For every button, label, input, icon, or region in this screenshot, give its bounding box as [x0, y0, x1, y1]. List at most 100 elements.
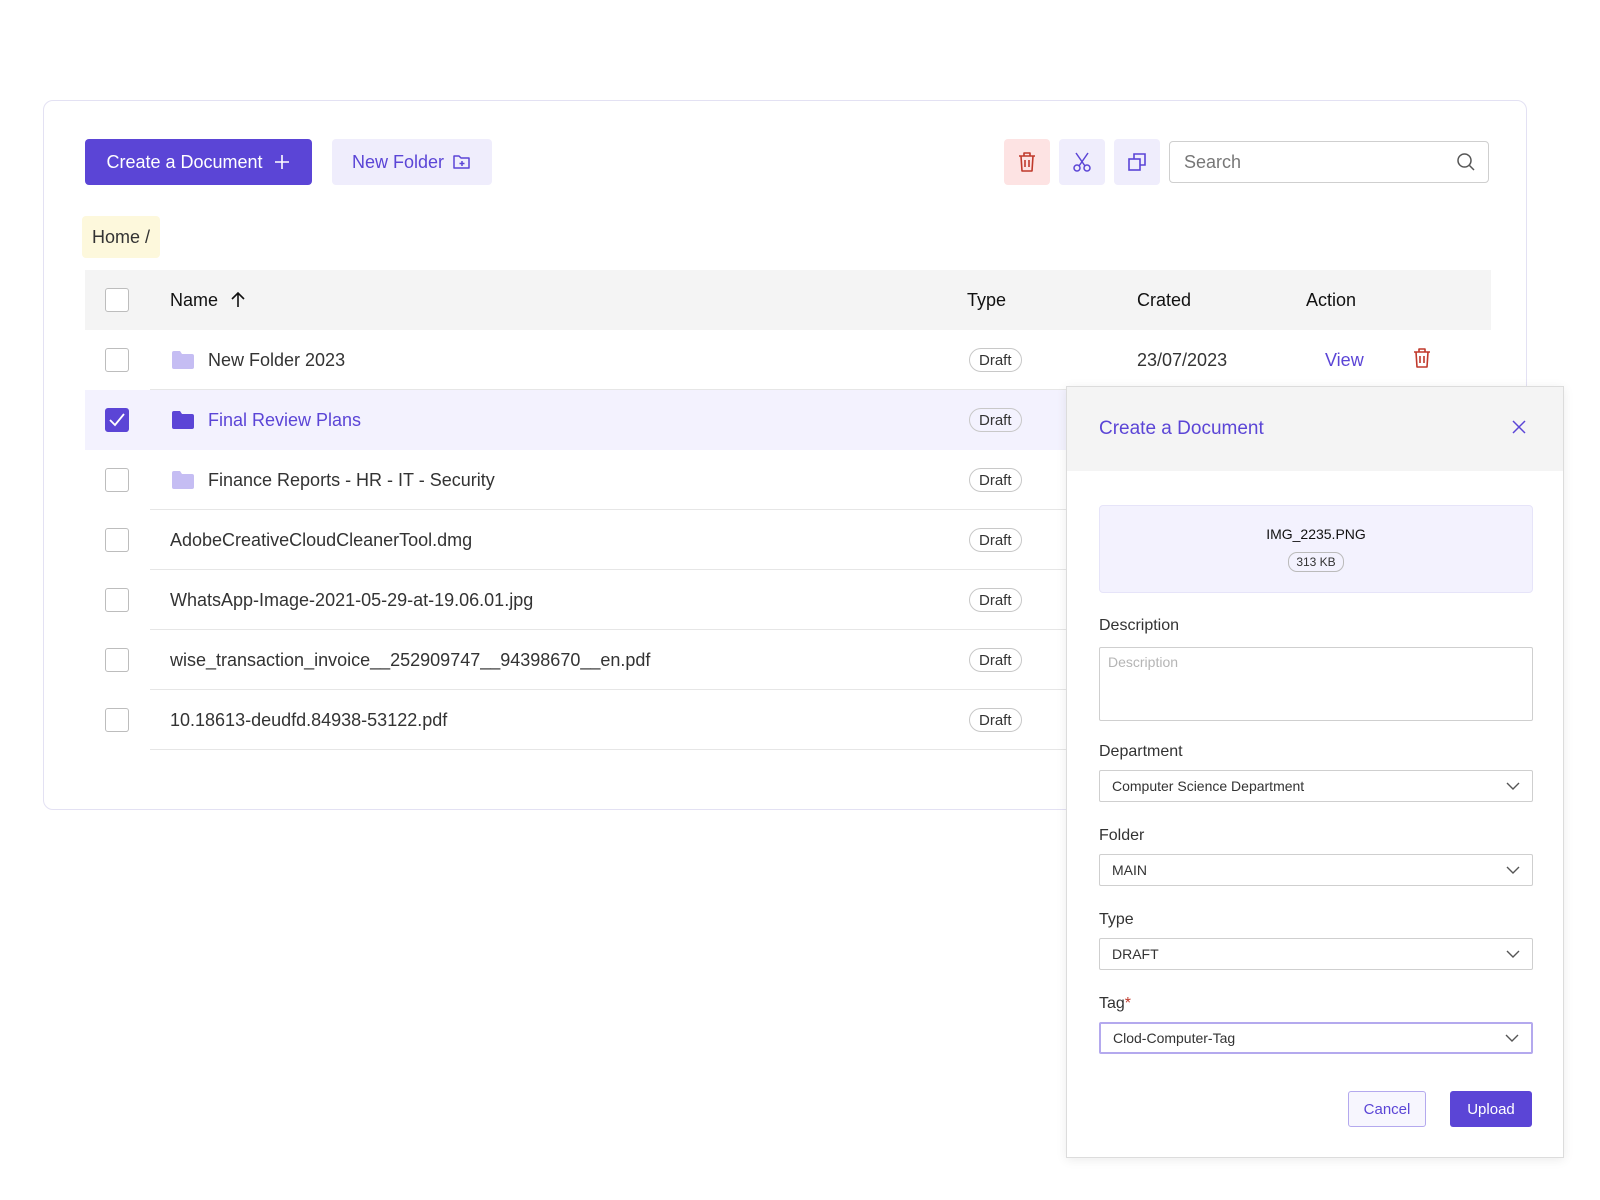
row-checkbox[interactable]	[105, 528, 129, 552]
new-folder-button[interactable]: New Folder	[332, 139, 492, 185]
select-all-checkbox[interactable]	[105, 288, 129, 312]
file-size-badge: 313 KB	[1288, 552, 1344, 572]
tag-value: Clod-Computer-Tag	[1113, 1030, 1236, 1046]
type-header-label: Type	[967, 289, 1007, 310]
new-folder-label: New Folder	[351, 151, 445, 172]
status-badge: Draft	[969, 468, 1022, 492]
row-divider	[150, 569, 1491, 570]
create-document-modal: Create a Document IMG_2235.PNG 313 KB De…	[1066, 386, 1564, 1158]
modal-header: Create a Document	[1067, 387, 1563, 471]
folder-value: MAIN	[1112, 862, 1147, 878]
view-link[interactable]: View	[1325, 349, 1364, 370]
name-cell[interactable]: AdobeCreativeCloudCleanerTool.dmg	[170, 530, 472, 551]
description-field[interactable]	[1099, 647, 1533, 721]
check-icon	[109, 413, 125, 427]
table-row[interactable]: wise_transaction_invoice__252909747__943…	[85, 630, 1491, 690]
copy-button[interactable]	[1114, 139, 1160, 185]
table-row[interactable]: New Folder 2023 Draft 23/07/2023 View	[85, 330, 1491, 390]
breadcrumb[interactable]: Home /	[82, 216, 161, 258]
breadcrumb-home[interactable]: Home /	[92, 226, 151, 247]
action-header-label: Action	[1306, 289, 1357, 310]
name-cell[interactable]: Finance Reports - HR - IT - Security	[172, 470, 495, 491]
file-name: wise_transaction_invoice__252909747__943…	[170, 649, 651, 670]
chevron-down-icon	[1506, 950, 1520, 958]
upload-button[interactable]: Upload	[1450, 1091, 1532, 1127]
type-label: Type	[1099, 911, 1134, 928]
name-cell[interactable]: 10.18613-deudfd.84938-53122.pdf	[170, 710, 447, 731]
uploaded-file-preview: IMG_2235.PNG 313 KB	[1099, 505, 1533, 593]
search-input[interactable]	[1184, 151, 1456, 173]
cancel-button[interactable]: Cancel	[1348, 1091, 1426, 1127]
chevron-down-icon	[1506, 782, 1520, 790]
created-date: 23/07/2023	[1137, 349, 1228, 370]
modal-title: Create a Document	[1099, 418, 1264, 439]
name-header-label: Name	[170, 289, 219, 310]
name-cell[interactable]: New Folder 2023	[172, 350, 345, 371]
description-label: Description	[1099, 617, 1180, 634]
row-checkbox[interactable]	[105, 708, 129, 732]
department-label: Department	[1099, 743, 1183, 760]
row-divider	[150, 389, 1491, 390]
name-cell[interactable]: wise_transaction_invoice__252909747__943…	[170, 650, 650, 671]
file-name: 10.18613-deudfd.84938-53122.pdf	[170, 709, 448, 730]
folder-select[interactable]: MAIN	[1099, 854, 1533, 886]
search-box	[1169, 141, 1489, 183]
file-name: AdobeCreativeCloudCleanerTool.dmg	[170, 529, 473, 550]
folder-icon	[172, 471, 194, 489]
row-divider	[150, 749, 1491, 750]
table-row[interactable]: WhatsApp-Image-2021-05-29-at-19.06.01.jp…	[85, 570, 1491, 630]
type-column-header: Type	[967, 290, 1006, 311]
department-value: Computer Science Department	[1112, 778, 1305, 794]
cut-button[interactable]	[1059, 139, 1105, 185]
name-column-header[interactable]: Name	[170, 290, 246, 311]
create-document-button[interactable]: Create a Document	[85, 139, 312, 185]
name-cell[interactable]: Final Review Plans	[172, 410, 361, 431]
file-name: Final Review Plans	[208, 409, 362, 430]
row-divider	[150, 689, 1491, 690]
row-checkbox[interactable]	[105, 588, 129, 612]
folder-plus-icon	[453, 155, 470, 169]
folder-icon	[172, 411, 194, 429]
status-badge: Draft	[969, 408, 1022, 432]
row-checkbox[interactable]	[105, 348, 129, 372]
action-column-header: Action	[1306, 290, 1356, 311]
tag-label: Tag*	[1099, 995, 1131, 1013]
search-icon[interactable]	[1456, 152, 1476, 172]
status-badge: Draft	[969, 708, 1022, 732]
row-checkbox[interactable]	[105, 648, 129, 672]
department-select[interactable]: Computer Science Department	[1099, 770, 1533, 802]
row-delete-button[interactable]	[1412, 347, 1432, 374]
table-header: Name Type Crated Action	[85, 270, 1491, 330]
row-divider	[150, 509, 1491, 510]
name-cell[interactable]: WhatsApp-Image-2021-05-29-at-19.06.01.jp…	[170, 590, 533, 611]
sort-ascending-icon[interactable]	[230, 291, 246, 309]
copy-icon	[1128, 153, 1146, 171]
type-value: DRAFT	[1112, 946, 1159, 962]
required-marker: *	[1124, 995, 1132, 1012]
trash-icon	[1019, 152, 1035, 172]
plus-icon	[274, 155, 289, 169]
uploaded-file-name: IMG_2235.PNG	[1266, 526, 1366, 542]
status-badge: Draft	[969, 528, 1022, 552]
file-name: Finance Reports - HR - IT - Security	[208, 469, 495, 490]
scissors-icon	[1073, 152, 1091, 172]
tag-select[interactable]: Clod-Computer-Tag	[1099, 1022, 1533, 1054]
created-header-label: Crated	[1137, 289, 1192, 310]
create-document-label: Create a Document	[106, 151, 263, 172]
type-select[interactable]: DRAFT	[1099, 938, 1533, 970]
trash-icon	[1414, 348, 1430, 368]
chevron-down-icon	[1506, 866, 1520, 874]
table-row[interactable]: AdobeCreativeCloudCleanerTool.dmg Draft	[85, 510, 1491, 570]
close-icon[interactable]	[1511, 419, 1527, 435]
row-checkbox[interactable]	[105, 468, 129, 492]
table-row[interactable]: 10.18613-deudfd.84938-53122.pdf Draft	[85, 690, 1491, 750]
folder-label: Folder	[1099, 827, 1145, 844]
created-column-header: Crated	[1137, 290, 1191, 311]
folder-icon	[172, 351, 194, 369]
table-row[interactable]: Finance Reports - HR - IT - Security Dra…	[85, 450, 1491, 510]
status-badge: Draft	[969, 648, 1022, 672]
delete-selected-button[interactable]	[1004, 139, 1050, 185]
row-checkbox-checked[interactable]	[105, 408, 129, 432]
file-name: New Folder 2023	[208, 349, 346, 370]
row-divider	[150, 629, 1491, 630]
